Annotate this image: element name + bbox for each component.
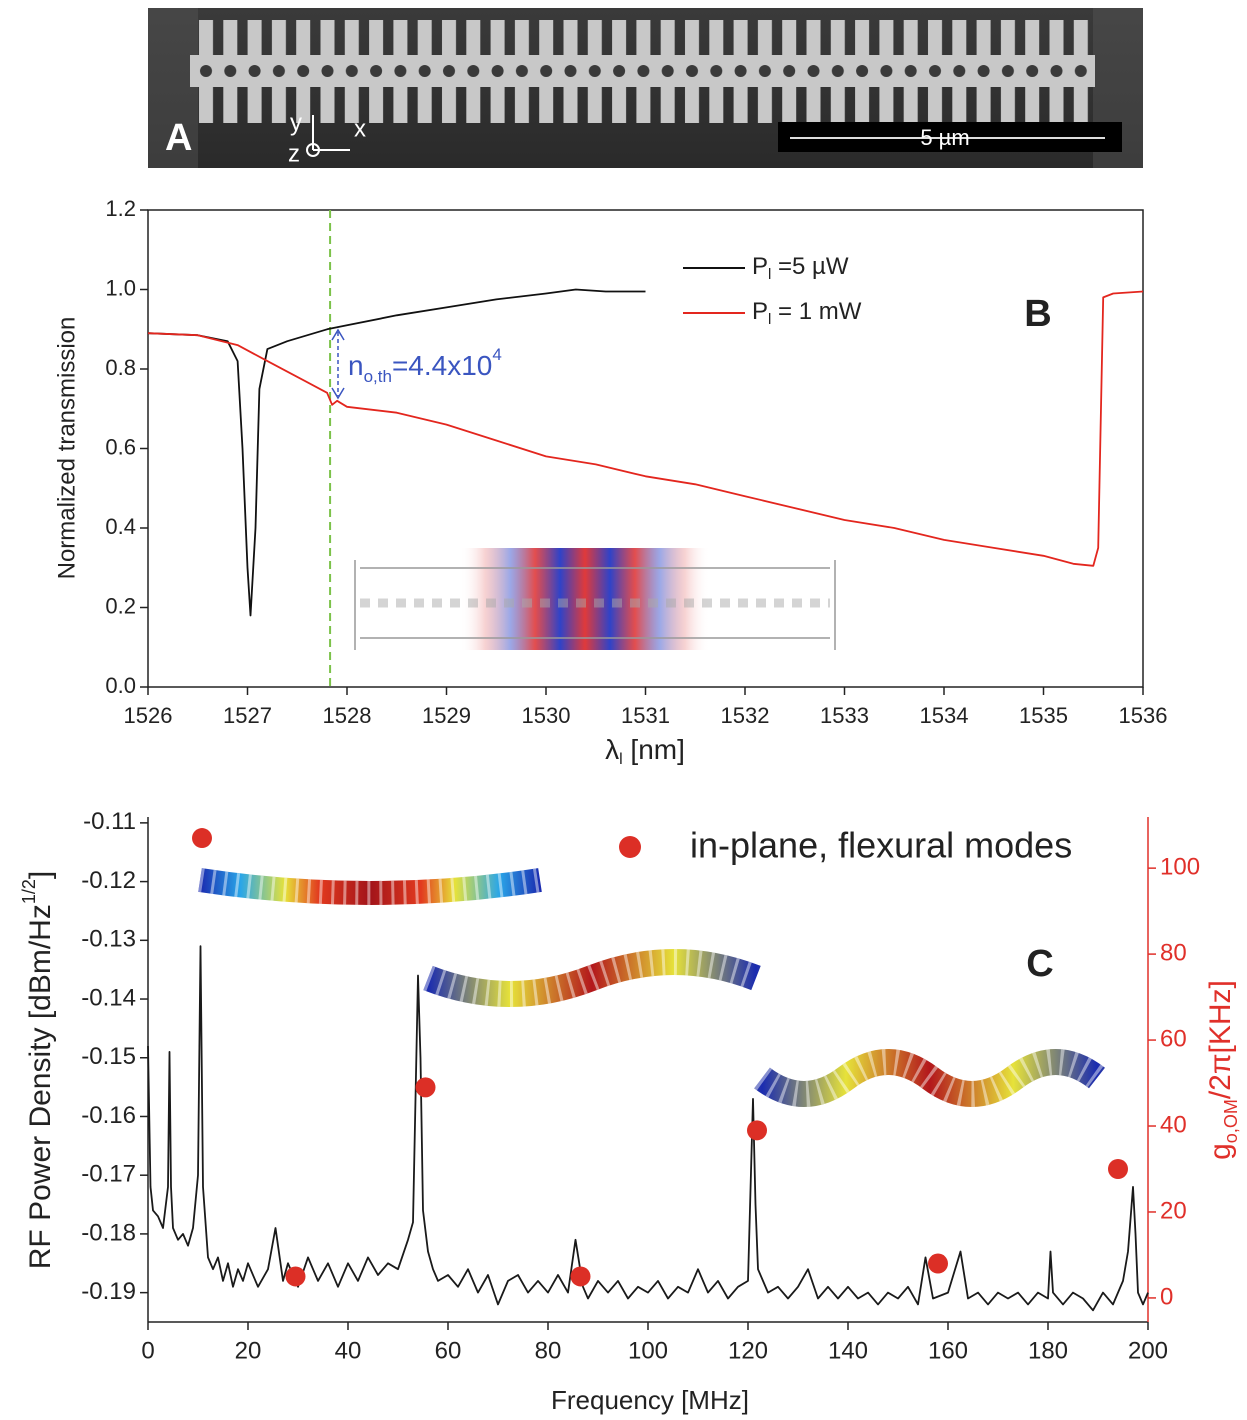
data-point (928, 1253, 948, 1274)
x-tick-label: 100 (628, 1337, 668, 1364)
axis-label: y (290, 109, 302, 136)
y-tick-label: -0.17 (81, 1161, 136, 1188)
mode-shape-insets (198, 868, 1105, 1107)
data-point (570, 1266, 591, 1287)
legend-label: Pl = 1 mW (752, 298, 862, 328)
y-axis-label-superscript: 1/2 (19, 879, 39, 904)
y-tick-label: 1.2 (105, 196, 136, 221)
y2-axis-label-text: g (1204, 1143, 1237, 1160)
y-tick-label: -0.11 (83, 808, 136, 835)
legend-text: P (752, 253, 768, 280)
y2-axis-label-subscript: o,OM (1221, 1099, 1241, 1143)
y2-tick-label: 100 (1160, 853, 1200, 880)
x-tick-label: 1531 (621, 703, 670, 728)
x-tick-label: 1536 (1119, 703, 1168, 728)
y-axis-label-text: RF Power Density [dBm/Hz (24, 904, 57, 1269)
panel-label: A (165, 117, 192, 159)
y2-tick-label: 20 (1160, 1197, 1187, 1224)
x-tick-label: 40 (335, 1337, 362, 1364)
y-tick-label: 0.4 (105, 514, 136, 539)
x-tick-label: 1529 (422, 703, 471, 728)
legend-symbol (619, 836, 641, 858)
y-tick-label: -0.18 (81, 1219, 136, 1246)
y-tick-label: -0.13 (81, 926, 136, 953)
annotation-text: =4.4x10 (392, 350, 492, 381)
legend-text: = 1 mW (771, 298, 861, 325)
x-tick-label: 20 (235, 1337, 262, 1364)
x-axis-label-symbol: λ (605, 734, 619, 765)
y2-axis-label-text: /2π[KHz] (1204, 980, 1237, 1099)
panel-label: B (1024, 293, 1051, 335)
y-tick-label: -0.19 (81, 1278, 136, 1305)
y2-tick-label: 40 (1160, 1111, 1187, 1138)
annotation-superscript: 4 (492, 345, 501, 364)
annotation-arrowhead (331, 328, 345, 400)
panel-label: C (1026, 943, 1053, 985)
y2-tick-label: 0 (1160, 1283, 1173, 1310)
legend-text: =5 µW (771, 253, 849, 280)
annotation-text: n (348, 350, 364, 381)
x-axis-label-subscript: l (619, 751, 623, 768)
x-tick-label: 1527 (223, 703, 272, 728)
legend-text: P (752, 298, 768, 325)
x-tick-label: 140 (828, 1337, 868, 1364)
y-tick-label: -0.15 (81, 1043, 136, 1070)
x-axis-label: λl [nm] (605, 734, 685, 768)
x-tick-label: 180 (1028, 1337, 1068, 1364)
annotation: no,th=4.4x104 (348, 345, 502, 386)
legend-label: Pl =5 µW (752, 253, 849, 283)
x-tick-label: 1530 (522, 703, 571, 728)
x-tick-label: 1528 (323, 703, 372, 728)
x-tick-label: 1535 (1019, 703, 1068, 728)
data-point (285, 1266, 306, 1287)
data-point (192, 828, 212, 849)
data-line (147, 945, 1149, 1312)
y-tick-label: -0.14 (81, 984, 136, 1011)
y-axis-label: Normalized transmission (53, 317, 80, 580)
legend-subscript: l (768, 311, 771, 328)
x-tick-label: 1526 (124, 703, 173, 728)
data-line (147, 288, 646, 617)
y-tick-label: 0.2 (105, 593, 136, 618)
y-tick-label: 0.6 (105, 434, 136, 459)
y-tick-label: -0.12 (81, 867, 136, 894)
data-point (1108, 1158, 1128, 1179)
legend-label: in-plane, flexural modes (690, 825, 1072, 866)
x-tick-label: 0 (141, 1337, 154, 1364)
x-tick-label: 120 (728, 1337, 768, 1364)
y2-axis-label: go,OM/2π[KHz] (1204, 980, 1241, 1160)
x-axis-label: Frequency [MHz] (551, 1385, 749, 1415)
x-tick-label: 1532 (721, 703, 770, 728)
axis-label: x (354, 115, 366, 142)
x-tick-label: 160 (928, 1337, 968, 1364)
mode-inset (354, 548, 836, 650)
x-tick-label: 1534 (920, 703, 969, 728)
y2-tick-label: 80 (1160, 939, 1187, 966)
x-tick-label: 1533 (820, 703, 869, 728)
scale-bar-label: 5 µm (920, 125, 969, 150)
y-tick-label: 1.0 (105, 275, 136, 300)
x-axis-label-unit: [nm] (623, 734, 685, 765)
x-tick-label: 80 (535, 1337, 562, 1364)
y2-tick-label: 60 (1160, 1025, 1187, 1052)
y-tick-label: 0.8 (105, 355, 136, 380)
data-line (147, 290, 1144, 567)
data-point (415, 1077, 436, 1098)
y-axis-label-text: ] (24, 871, 57, 879)
legend-subscript: l (768, 266, 771, 283)
y-tick-label: 0.0 (105, 673, 136, 698)
x-tick-label: 60 (435, 1337, 462, 1364)
data-point (747, 1120, 767, 1141)
annotation-subscript: o,th (364, 367, 392, 386)
sem-image: 5 µm A y x z (148, 8, 1143, 168)
x-tick-label: 200 (1128, 1337, 1168, 1364)
y-axis-label: RF Power Density [dBm/Hz1/2] (19, 871, 57, 1269)
axis-label: z (288, 140, 300, 167)
y-tick-label: -0.16 (81, 1102, 136, 1129)
